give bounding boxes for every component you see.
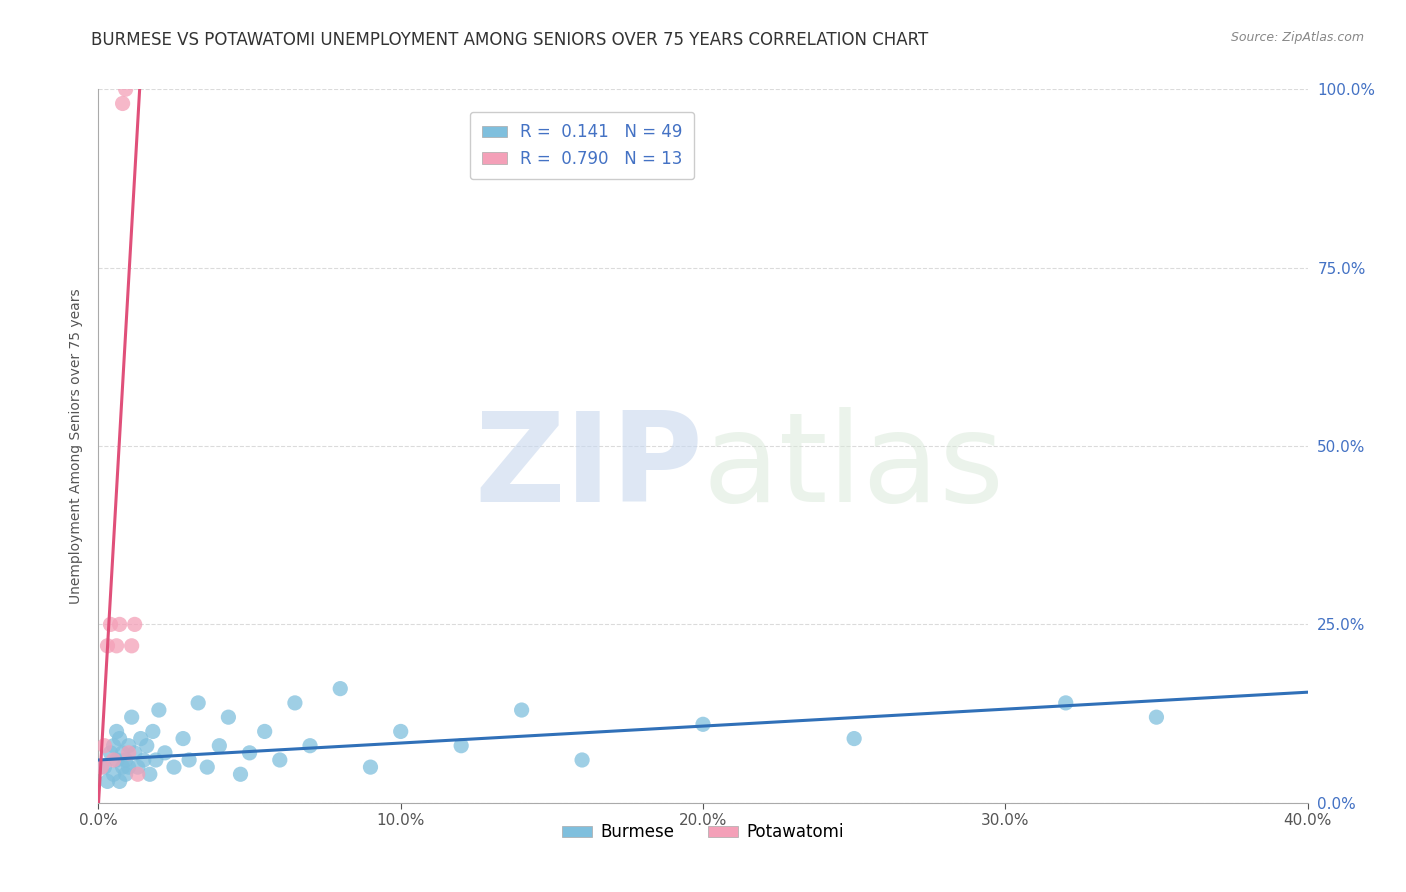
Point [118, 739, 141, 753]
Point [121, 639, 143, 653]
Point [163, 760, 186, 774]
Point [103, 753, 125, 767]
Point [111, 746, 134, 760]
Point [1054, 696, 1077, 710]
Point [93, 760, 115, 774]
Point [172, 731, 194, 746]
Y-axis label: Unemployment Among Seniors over 75 years: Unemployment Among Seniors over 75 years [69, 288, 83, 604]
Point [450, 739, 472, 753]
Point [93, 739, 115, 753]
Point [114, 82, 136, 96]
Legend: Burmese, Potawatomi: Burmese, Potawatomi [555, 817, 851, 848]
Point [571, 753, 593, 767]
Text: Source: ZipAtlas.com: Source: ZipAtlas.com [1230, 31, 1364, 45]
Point [217, 710, 239, 724]
Point [111, 760, 134, 774]
Point [510, 703, 533, 717]
Point [118, 746, 141, 760]
Point [148, 703, 170, 717]
Point [179, 753, 201, 767]
Point [105, 753, 128, 767]
Point [329, 681, 352, 696]
Text: atlas: atlas [703, 407, 1005, 528]
Point [105, 724, 128, 739]
Point [187, 696, 209, 710]
Point [692, 717, 714, 731]
Point [108, 617, 131, 632]
Point [142, 724, 165, 739]
Point [108, 731, 131, 746]
Point [253, 724, 276, 739]
Point [103, 739, 125, 753]
Point [208, 739, 231, 753]
Point [108, 774, 131, 789]
Point [114, 767, 136, 781]
Point [100, 746, 122, 760]
Point [229, 767, 252, 781]
Point [111, 96, 134, 111]
Point [100, 617, 122, 632]
Point [129, 731, 152, 746]
Point [118, 760, 141, 774]
Point [96, 774, 118, 789]
Point [127, 760, 149, 774]
Point [103, 767, 125, 781]
Point [121, 710, 143, 724]
Point [1144, 710, 1167, 724]
Point [114, 753, 136, 767]
Point [124, 617, 146, 632]
Point [145, 753, 167, 767]
Point [299, 739, 322, 753]
Point [153, 746, 176, 760]
Point [360, 760, 382, 774]
Text: BURMESE VS POTAWATOMI UNEMPLOYMENT AMONG SENIORS OVER 75 YEARS CORRELATION CHART: BURMESE VS POTAWATOMI UNEMPLOYMENT AMONG… [91, 31, 928, 49]
Point [96, 639, 118, 653]
Point [132, 753, 155, 767]
Point [389, 724, 412, 739]
Point [90, 760, 112, 774]
Point [139, 767, 162, 781]
Point [284, 696, 307, 710]
Point [105, 639, 128, 653]
Text: ZIP: ZIP [474, 407, 703, 528]
Point [269, 753, 291, 767]
Point [195, 760, 218, 774]
Point [239, 746, 262, 760]
Point [124, 746, 146, 760]
Point [844, 731, 866, 746]
Point [127, 767, 149, 781]
Point [135, 739, 157, 753]
